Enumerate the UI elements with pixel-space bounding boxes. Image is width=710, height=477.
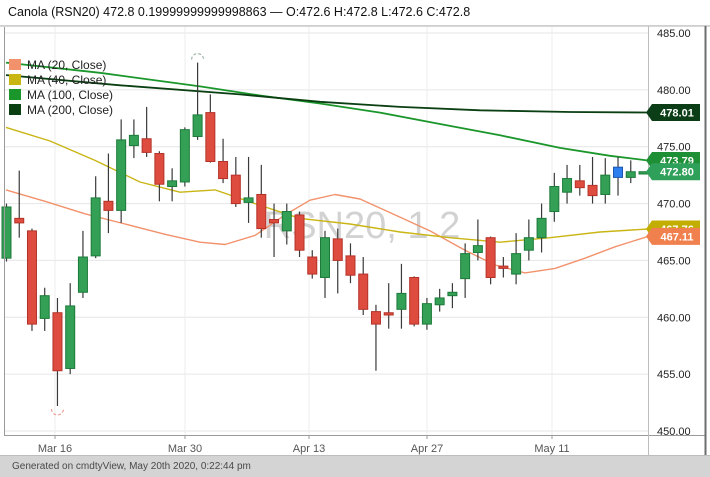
legend-swatch-icon <box>9 74 21 85</box>
low-marker-arc <box>50 408 65 416</box>
candle-body <box>128 134 139 147</box>
price-badge <box>646 163 700 181</box>
instrument-title: Canola (RSN20) 472.8 0.19999999999998863… <box>8 5 471 19</box>
candle-body <box>625 171 636 178</box>
price-axis-label[interactable]: 455.00 <box>657 369 691 381</box>
candle-body <box>281 211 292 232</box>
candle-body <box>498 265 509 269</box>
legend-swatch-icon <box>9 59 21 70</box>
candle-body <box>179 129 190 183</box>
candle-body <box>320 237 330 278</box>
legend-item-ma4: MA (200, Close) <box>9 102 113 117</box>
price-axis-label[interactable]: 450.00 <box>657 426 691 438</box>
candle-body <box>154 153 165 185</box>
candle-body <box>421 303 432 325</box>
ma-line-ma100 <box>5 61 649 162</box>
candle-body <box>103 200 114 211</box>
candle-body <box>52 312 63 372</box>
legend-label: MA (20, Close) <box>27 57 107 72</box>
candle-body <box>26 230 37 325</box>
candle-body <box>447 291 458 297</box>
date-axis-label[interactable]: Mar 30 <box>168 443 202 455</box>
legend-label: MA (100, Close) <box>27 87 114 102</box>
candle-body <box>574 180 585 189</box>
chart-area[interactable]: RSN20, 1 2 485.00 480.00 475.00 470.00 465.00… <box>0 26 710 455</box>
candle-body <box>1 206 12 259</box>
footer-bar: Generated on cmdtyView, May 20th 2020, 0… <box>0 455 710 477</box>
price-axis-label[interactable]: 465.00 <box>657 255 691 267</box>
date-axis-label[interactable]: May 11 <box>534 443 569 455</box>
legend-label: MA (40, Close) <box>27 72 107 87</box>
candle-body <box>77 256 88 293</box>
candle-body <box>39 295 50 319</box>
candle-body <box>434 297 445 306</box>
price-axis-label[interactable]: 460.00 <box>657 312 691 324</box>
candle-body <box>14 217 25 224</box>
candle-body <box>587 184 598 197</box>
generated-timestamp: Generated on cmdtyView, May 20th 2020, 0… <box>12 461 251 472</box>
candle-body <box>269 218 280 224</box>
legend-label: MA (200, Close) <box>27 102 114 117</box>
candle-body <box>218 160 229 180</box>
candle-body <box>370 311 381 325</box>
candle-body <box>396 292 407 310</box>
candle-body <box>485 237 496 278</box>
price-badge-value: 478.01 <box>660 107 694 119</box>
candle-body <box>192 114 203 137</box>
price-badge <box>646 103 700 121</box>
price-axis-label[interactable]: 480.00 <box>657 85 691 97</box>
candlestick-chart-canvas[interactable]: RSN20, 1 2485.00480.00475.00470.00465.00… <box>0 26 710 455</box>
candle-body <box>332 238 343 261</box>
price-badge-value: 467.11 <box>660 231 693 243</box>
legend-item-ma3: MA (100, Close) <box>9 87 113 102</box>
candle-body <box>65 305 76 369</box>
legend-item-ma2: MA (40, Close) <box>9 72 113 87</box>
price-axis-label[interactable]: 485.00 <box>657 28 691 40</box>
price-axis-label[interactable]: 475.00 <box>657 142 691 154</box>
price-axis-label[interactable]: 470.00 <box>657 199 691 211</box>
candle-body <box>472 245 483 253</box>
candle-body <box>256 193 267 230</box>
candle-body <box>230 174 241 205</box>
legend-swatch-icon <box>9 89 21 100</box>
candle-body <box>205 112 216 162</box>
candle-body <box>600 174 611 195</box>
ma-line-ma200 <box>5 74 649 114</box>
candle-body <box>460 253 471 280</box>
candle-body <box>511 253 522 275</box>
candle-body <box>243 197 254 203</box>
title-bar: Canola (RSN20) 472.8 0.19999999999998863… <box>0 0 710 26</box>
candle-body <box>294 214 305 251</box>
legend-swatch-icon <box>9 104 21 115</box>
candle-body <box>549 186 560 213</box>
ma-line-ma20 <box>5 189 649 274</box>
candle-body <box>562 178 573 193</box>
candle-body <box>523 237 534 251</box>
candle-body <box>90 197 101 257</box>
price-badge-value: 472.80 <box>660 167 694 179</box>
candle-body <box>536 217 547 239</box>
candle-body-selected <box>613 166 624 178</box>
candle-body <box>409 276 420 325</box>
date-axis-label[interactable]: Apr 13 <box>293 443 325 455</box>
candle-body <box>307 256 318 275</box>
ma-legend: MA (20, Close) MA (40, Close) MA (100, Clo… <box>9 57 113 117</box>
candle-body <box>383 312 394 316</box>
candle-body <box>141 138 152 153</box>
date-axis-label[interactable]: Mar 16 <box>38 443 72 455</box>
candle-body <box>358 273 369 310</box>
candle-body <box>167 180 178 188</box>
legend-item-ma1: MA (20, Close) <box>9 57 113 72</box>
candle-body <box>116 139 127 211</box>
high-marker-arc <box>191 52 205 60</box>
candle-body <box>345 255 356 276</box>
date-axis-label[interactable]: Apr 27 <box>411 443 443 455</box>
price-badge <box>646 227 700 245</box>
